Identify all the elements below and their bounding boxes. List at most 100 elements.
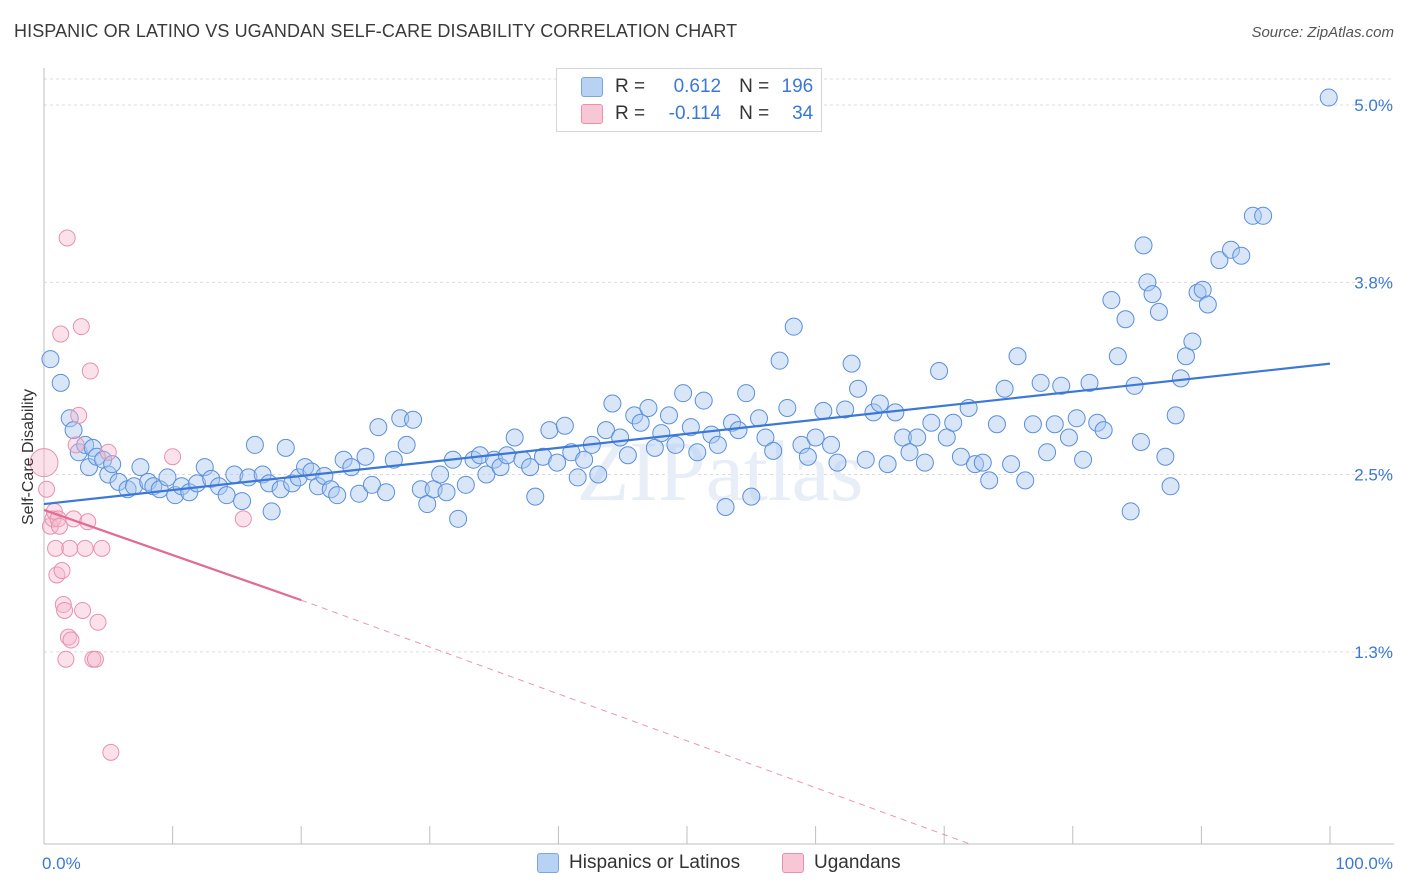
data-point-hispanics: [1016, 471, 1035, 490]
trend-line-ugandans-extrapolated: [301, 599, 971, 845]
data-point-hispanics: [1143, 285, 1162, 304]
data-point-hispanics: [202, 469, 221, 488]
legend-row-ugandans: R = -0.114 N = 34: [581, 102, 813, 126]
data-point-hispanics: [973, 453, 992, 472]
trend-line-hispanics: [43, 362, 1331, 506]
data-point-ugandans: [89, 613, 107, 631]
legend-n-value: 34: [792, 103, 814, 124]
data-point-hispanics: [51, 373, 70, 392]
data-point-hispanics: [1052, 376, 1071, 395]
data-point-hispanics: [666, 435, 685, 454]
data-point-hispanics: [1102, 291, 1121, 310]
legend-r-value: 0.612: [673, 76, 722, 97]
data-point-hispanics: [456, 475, 475, 494]
data-point-hispanics: [158, 468, 177, 487]
data-point-ugandans: [58, 229, 76, 247]
data-point-hispanics: [1108, 347, 1127, 366]
data-point-hispanics: [356, 447, 375, 466]
data-point-hispanics: [995, 379, 1014, 398]
data-point-hispanics: [1121, 502, 1140, 521]
data-point-hispanics: [688, 443, 707, 462]
data-point-hispanics: [723, 413, 742, 432]
data-point-hispanics: [716, 497, 735, 516]
data-point-ugandans: [54, 596, 72, 614]
data-point-hispanics: [603, 394, 622, 413]
data-point-ugandans: [29, 448, 59, 478]
data-point-hispanics: [1059, 428, 1078, 447]
data-point-hispanics: [806, 428, 825, 447]
data-point-hispanics: [391, 409, 410, 428]
data-point-hispanics: [64, 421, 83, 440]
legend-n-label: N =: [739, 76, 770, 97]
data-point-hispanics: [1161, 477, 1180, 496]
data-point-hispanics: [856, 450, 875, 469]
data-point-hispanics: [822, 435, 841, 454]
legend-swatch-blue: [581, 77, 603, 97]
data-point-hispanics: [987, 415, 1006, 434]
data-point-hispanics: [1156, 447, 1175, 466]
data-point-hispanics: [449, 509, 468, 528]
data-point-hispanics: [659, 406, 678, 425]
data-point-hispanics: [99, 465, 118, 484]
data-point-hispanics: [404, 410, 423, 429]
bottom-legend-swatch-blue: [537, 853, 559, 873]
y-tick-label: 2.5%: [1354, 465, 1393, 484]
data-point-ugandans: [99, 443, 117, 461]
data-point-hispanics: [1319, 88, 1338, 107]
data-point-hispanics: [915, 453, 934, 472]
data-point-hispanics: [878, 455, 897, 474]
data-point-hispanics: [922, 413, 941, 432]
data-point-hispanics: [1183, 332, 1202, 351]
data-point-hispanics: [540, 421, 559, 440]
data-point-hispanics: [951, 447, 970, 466]
data-point-hispanics: [1074, 450, 1093, 469]
data-point-ugandans: [50, 517, 68, 535]
x-tick-label: 100.0%: [1335, 854, 1393, 873]
axes: [43, 68, 1394, 845]
legend-r-label: R =: [615, 76, 646, 97]
data-point-hispanics: [384, 450, 403, 469]
data-point-ugandans: [86, 650, 104, 668]
data-point-hispanics: [526, 487, 545, 506]
data-point-ugandans: [47, 539, 65, 557]
x-tick-label: 0.0%: [42, 854, 81, 873]
data-point-hispanics: [1038, 443, 1057, 462]
legend-n-value: 196: [781, 76, 814, 97]
legend-n-label: N =: [739, 103, 770, 124]
bottom-legend-label: Ugandans: [814, 852, 901, 873]
series-hispanics-points: [41, 88, 1338, 528]
y-tick-label: 5.0%: [1354, 96, 1393, 115]
data-point-hispanics: [737, 384, 756, 403]
data-point-hispanics: [1210, 251, 1229, 270]
data-point-ugandans: [61, 539, 79, 557]
data-point-hispanics: [784, 317, 803, 336]
data-point-hispanics: [505, 428, 524, 447]
data-point-ugandans: [67, 436, 85, 454]
data-point-hispanics: [1232, 246, 1251, 265]
data-point-hispanics: [589, 465, 608, 484]
data-point-hispanics: [1166, 406, 1185, 425]
trend-line-ugandans: [43, 508, 302, 602]
data-point-hispanics: [849, 379, 868, 398]
data-point-hispanics: [1031, 373, 1050, 392]
data-point-ugandans: [52, 325, 70, 343]
legend-row-hispanics: R = 0.612 N = 196: [581, 75, 813, 99]
data-point-hispanics: [497, 446, 516, 465]
data-point-hispanics: [437, 483, 456, 502]
data-point-ugandans: [76, 539, 94, 557]
data-point-hispanics: [431, 465, 450, 484]
bottom-legend-label: Hispanics or Latinos: [569, 852, 741, 873]
data-point-ugandans: [74, 601, 92, 619]
data-point-hispanics: [778, 398, 797, 417]
data-point-hispanics: [491, 458, 510, 477]
series-ugandans-points: [29, 229, 252, 761]
data-point-hispanics: [625, 406, 644, 425]
data-point-hispanics: [1080, 373, 1099, 392]
data-point-hispanics: [328, 486, 347, 505]
data-point-hispanics: [1149, 302, 1168, 321]
data-point-hispanics: [694, 391, 713, 410]
data-point-hispanics: [1134, 236, 1153, 255]
data-point-ugandans: [102, 743, 120, 761]
data-point-hispanics: [575, 450, 594, 469]
